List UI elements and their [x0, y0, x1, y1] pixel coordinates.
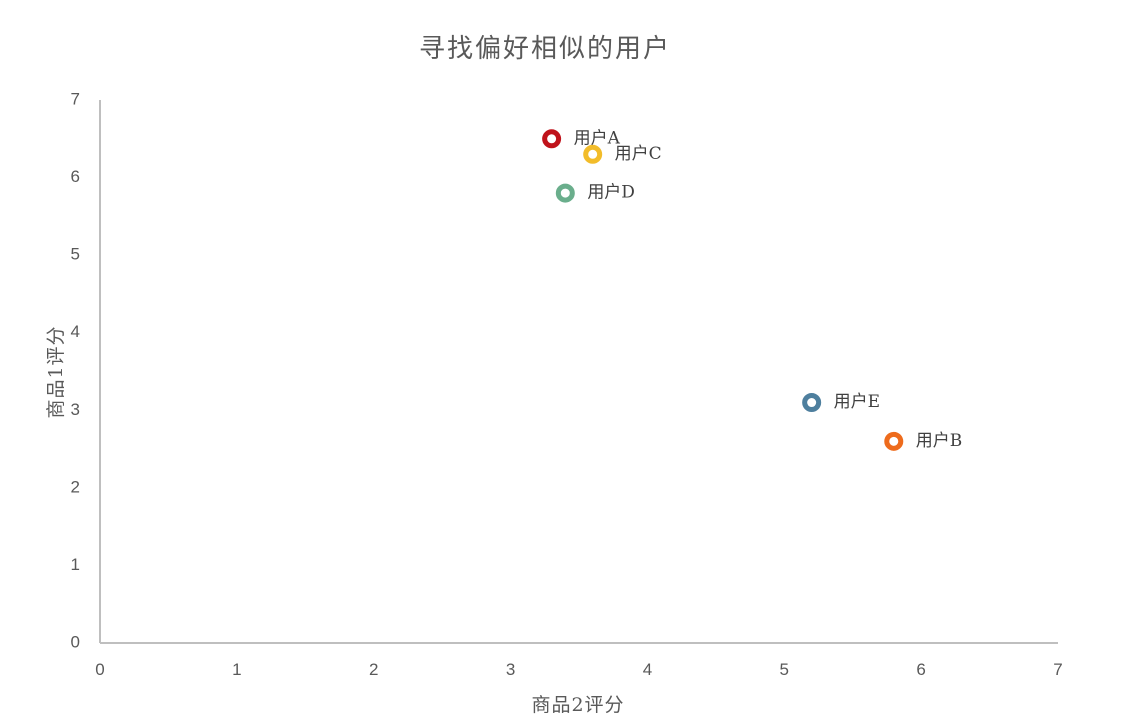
x-tick-label: 0: [95, 660, 104, 679]
data-point: [583, 144, 603, 164]
y-axis-title: 商品1评分: [45, 325, 67, 418]
y-tick-label: 7: [71, 89, 80, 108]
x-tick-label: 4: [643, 660, 652, 679]
x-tick-label: 5: [780, 660, 789, 679]
y-tick-label: 3: [71, 400, 80, 419]
y-tick-labels: 0 1 2 3 4 5 6 7: [71, 89, 80, 651]
y-tick-label: 0: [71, 632, 80, 651]
y-tick-label: 2: [71, 477, 80, 496]
data-points: [542, 129, 904, 451]
data-point: [542, 129, 562, 149]
x-tick-label: 6: [916, 660, 925, 679]
x-tick-label: 3: [506, 660, 515, 679]
y-tick-label: 5: [71, 245, 80, 264]
x-tick-labels: 0 1 2 3 4 5 6 7: [95, 660, 1062, 679]
y-tick-label: 1: [71, 555, 80, 574]
data-point: [884, 431, 904, 451]
data-point-label: 用户E: [834, 392, 880, 412]
data-point-label: 用户D: [587, 183, 635, 203]
data-point: [802, 393, 822, 413]
data-point-label: 用户A: [574, 128, 621, 148]
x-tick-label: 2: [369, 660, 378, 679]
data-point-label: 用户C: [615, 144, 662, 164]
y-tick-label: 6: [71, 167, 80, 186]
x-axis-title: 商品2评分: [531, 694, 624, 716]
x-tick-label: 7: [1053, 660, 1062, 679]
y-tick-label: 4: [71, 322, 80, 341]
x-tick-label: 1: [232, 660, 241, 679]
data-point: [555, 183, 575, 203]
chart-title: 寻找偏好相似的用户: [419, 34, 671, 64]
data-point-label: 用户B: [916, 431, 963, 451]
